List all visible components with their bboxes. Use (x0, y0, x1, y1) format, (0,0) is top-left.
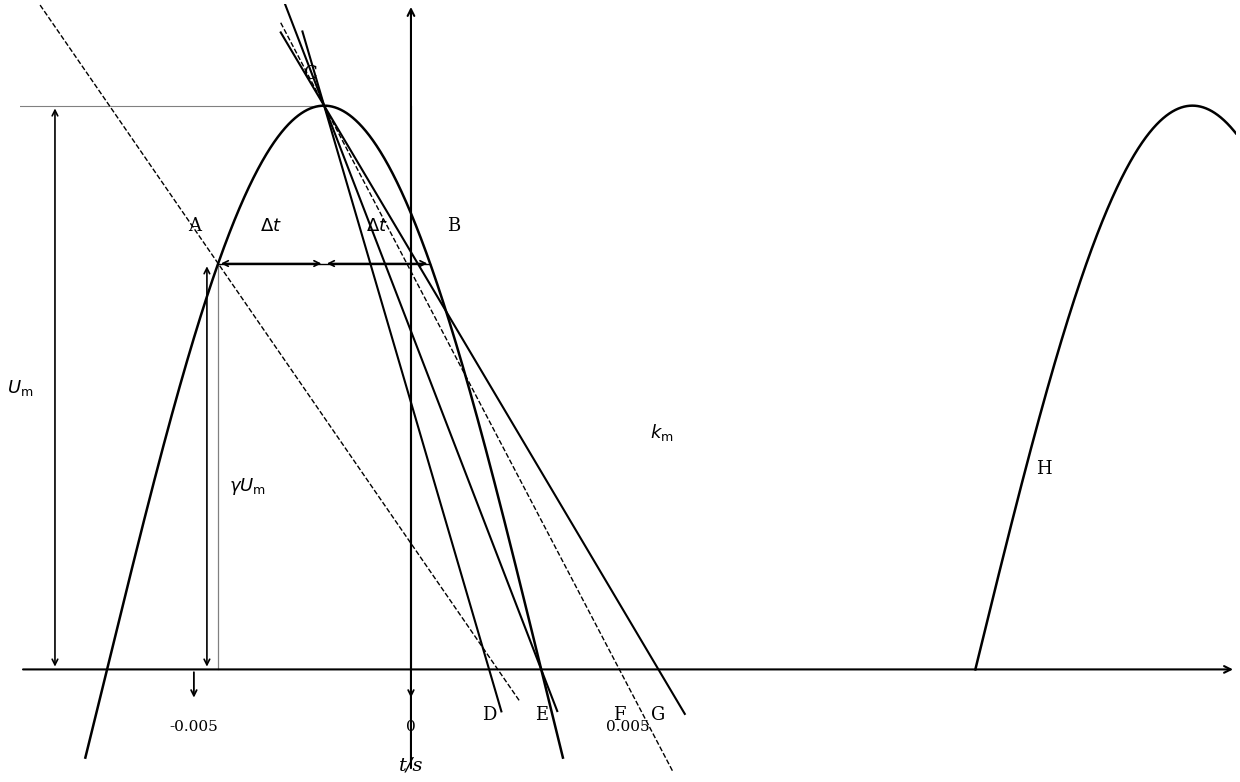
Text: $\gamma U_{\mathrm{m}}$: $\gamma U_{\mathrm{m}}$ (228, 476, 265, 497)
Text: $\Delta t$: $\Delta t$ (260, 217, 281, 235)
Text: $\Delta t$: $\Delta t$ (366, 217, 388, 235)
Text: C: C (304, 65, 317, 83)
Text: A: A (187, 217, 201, 235)
Text: 0.005: 0.005 (606, 720, 650, 734)
Text: $U_{\mathrm{m}}$: $U_{\mathrm{m}}$ (7, 378, 33, 397)
Text: B: B (448, 217, 461, 235)
Text: $k_{\mathrm{m}}$: $k_{\mathrm{m}}$ (650, 422, 673, 443)
Text: G: G (651, 706, 666, 724)
Text: t/s: t/s (399, 757, 423, 775)
Text: E: E (534, 706, 548, 724)
Text: -0.005: -0.005 (170, 720, 218, 734)
Text: F: F (613, 706, 626, 724)
Text: 0: 0 (405, 720, 415, 734)
Text: H: H (1037, 461, 1052, 479)
Text: D: D (482, 706, 496, 724)
